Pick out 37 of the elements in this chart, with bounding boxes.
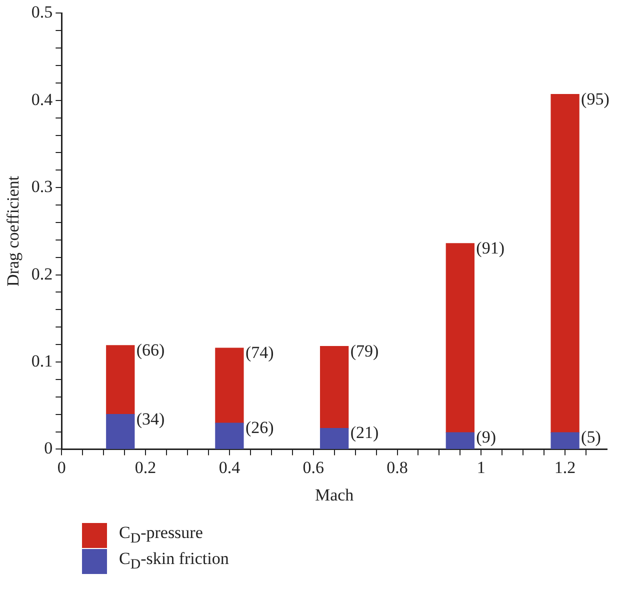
annotation: (95)	[581, 89, 610, 108]
x-tick-label: 0.8	[386, 458, 408, 477]
bar	[106, 345, 135, 415]
y-tick-label: 0.2	[31, 264, 53, 284]
x-tick-label: 0	[57, 458, 66, 477]
bar	[320, 346, 349, 429]
annotation: (5)	[581, 428, 601, 447]
annotation: (91)	[476, 238, 505, 258]
bar	[215, 348, 244, 424]
legend-label: C$_{D}$-pressure	[119, 522, 203, 548]
bar	[550, 432, 580, 450]
x-tick-label: 0.4	[218, 458, 241, 477]
y-tick-label: 0	[44, 438, 53, 458]
y-tick-label: 0.3	[31, 177, 53, 196]
annotation: (34)	[136, 409, 165, 428]
x-tick-label: 1	[476, 458, 486, 477]
annotation: (66)	[136, 340, 165, 360]
x-tick-label: 0.2	[134, 458, 156, 477]
annotation: (74)	[245, 343, 274, 362]
y-tick-label: 0.4	[31, 90, 54, 109]
annotation: (79)	[350, 341, 379, 360]
x-axis-title: Mach	[314, 485, 354, 504]
legend-label: C$_{D}$-skin friction	[119, 548, 229, 574]
x-tick-label: 0.6	[302, 458, 324, 477]
bar	[446, 243, 475, 433]
bar	[215, 422, 244, 450]
annotation: (26)	[245, 418, 274, 438]
x-tick-label: 1.2	[554, 458, 576, 477]
bar	[320, 428, 349, 450]
bar	[106, 414, 135, 450]
bar	[550, 94, 580, 433]
y-tick-label: 0.1	[31, 351, 53, 370]
y-tick-label: 0.5	[31, 2, 53, 22]
bar	[446, 432, 475, 450]
annotation: (9)	[476, 428, 496, 447]
annotation: (21)	[350, 423, 379, 442]
y-axis-title: Drag coefficient	[4, 176, 23, 287]
